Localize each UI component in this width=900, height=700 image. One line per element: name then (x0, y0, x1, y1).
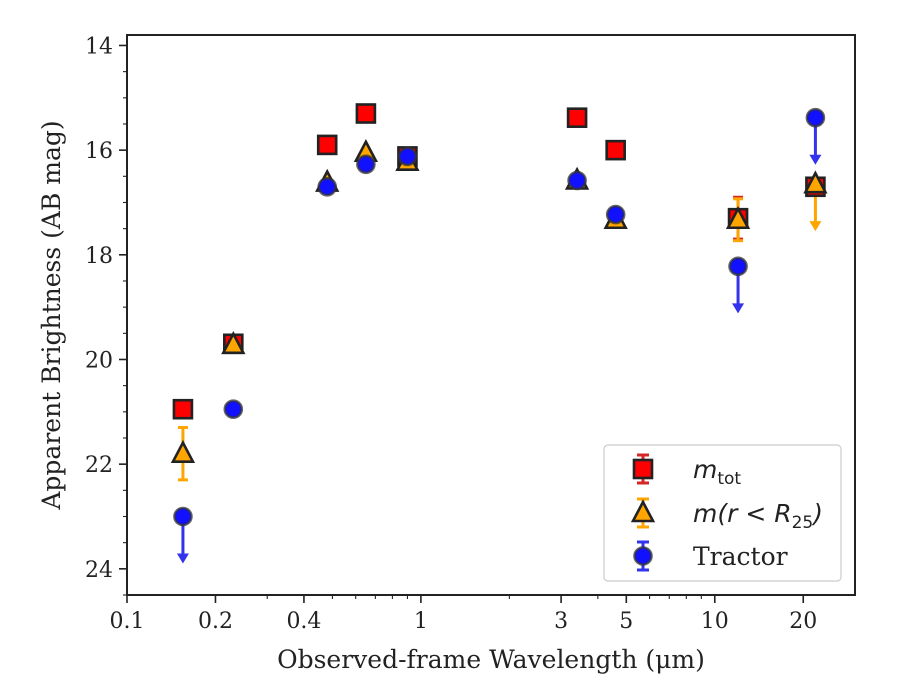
limit-arrow-head (809, 154, 822, 165)
y-tick-label: 24 (85, 558, 113, 583)
marker-circle (633, 546, 653, 566)
limit-arrow-head (809, 221, 822, 232)
legend-label-tail: ) (811, 499, 823, 528)
legend-label-subscript: 25 (792, 513, 814, 533)
y-tick-label: 20 (85, 348, 113, 373)
data-point-circle (223, 399, 244, 420)
data-point-square (566, 107, 588, 128)
data-point-triangle (725, 205, 751, 230)
legend-label: Tractor (693, 542, 788, 571)
marker-triangle (221, 331, 246, 355)
marker-circle (317, 176, 338, 197)
legend-label-main: m (693, 455, 717, 484)
marker-circle (567, 170, 587, 191)
data-point-circle (173, 506, 193, 527)
marker-triangle (803, 170, 828, 194)
data-point-square (316, 134, 338, 156)
data-point-circle (356, 154, 376, 175)
y-axis-title: Apparent Brightness (AB mag) (37, 120, 66, 510)
marker-circle (356, 154, 376, 175)
marker-square (355, 103, 377, 124)
limit-arrow-head (732, 303, 745, 314)
data-markers (170, 103, 828, 527)
data-point-triangle (170, 439, 196, 463)
data-point-circle (317, 176, 338, 197)
marker-triangle (725, 205, 751, 230)
data-point-square (355, 103, 377, 124)
marker-square (172, 398, 194, 420)
data-point-circle (567, 170, 587, 191)
data-point-triangle (221, 331, 246, 355)
data-point-circle (605, 204, 626, 225)
marker-circle (605, 204, 626, 225)
x-tick-label: 0.2 (198, 609, 233, 634)
data-point-triangle (803, 170, 828, 194)
marker-circle (397, 146, 418, 167)
x-tick-label: 20 (789, 609, 817, 634)
legend-marker (633, 546, 653, 566)
x-tick-label: 0.1 (110, 609, 145, 634)
x-tick-label: 0.4 (286, 609, 321, 634)
y-tick-label: 16 (85, 139, 113, 164)
data-point-circle (397, 146, 418, 167)
limit-arrow-head (176, 553, 189, 564)
marker-circle (805, 107, 826, 128)
y-tick-label: 14 (85, 34, 113, 59)
marker-circle (223, 399, 244, 420)
marker-square (316, 134, 338, 156)
marker-square (566, 107, 588, 128)
y-tick-label: 22 (85, 453, 113, 478)
x-tick-label: 1 (414, 609, 428, 634)
x-axis-title: Observed-frame Wavelength (μm) (277, 645, 705, 674)
marker-triangle (630, 499, 656, 523)
axis-ticks: 0.1 0.2 0.4 1 3 5 10 20 14 16 18 20 22 24 (85, 34, 817, 634)
marker-triangle (170, 439, 196, 463)
y-tick-label: 18 (85, 244, 113, 269)
marker-circle (173, 506, 193, 527)
x-tick-label: 10 (701, 609, 729, 634)
marker-circle (728, 256, 748, 277)
legend-label: m(r < R25) (693, 499, 823, 533)
legend-label-subscript: tot (717, 469, 741, 489)
legend-label-main: m(r < R (693, 499, 792, 528)
legend-marker (632, 458, 654, 480)
plot-frame (126, 34, 856, 596)
data-point-square (605, 139, 626, 161)
data-point-circle (805, 107, 826, 128)
data-point-circle (728, 256, 748, 277)
legend-label: mtot (693, 455, 741, 489)
marker-square (605, 139, 626, 161)
marker-square (632, 458, 654, 480)
data-point-square (172, 398, 194, 420)
x-tick-label: 3 (554, 609, 568, 634)
legend: mtot m(r < R25) Tractor (603, 444, 842, 582)
legend-box (603, 444, 842, 582)
legend-marker (630, 499, 656, 523)
x-tick-label: 5 (619, 609, 633, 634)
